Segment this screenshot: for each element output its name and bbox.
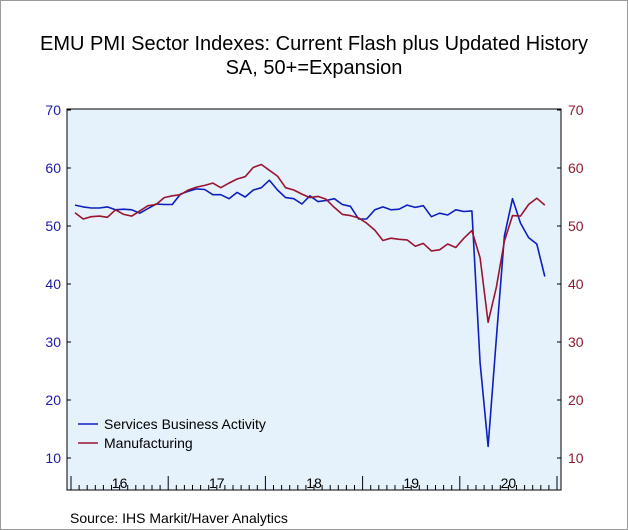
x-year-label: 16 [112,475,128,491]
legend-label-manufacturing: Manufacturing [104,435,193,451]
right-y-tick-label: 60 [568,160,584,176]
chart-subtitle: SA, 50+=Expansion [225,57,403,79]
left-y-tick-label: 20 [45,392,61,408]
x-year-label: 17 [209,475,225,491]
plot-area [66,108,562,491]
left-y-tick-label: 40 [45,276,61,292]
x-year-label: 18 [306,475,322,491]
left-y-tick-label: 60 [45,160,61,176]
left-y-tick-label: 50 [45,218,61,234]
right-y-tick-label: 30 [568,334,584,350]
right-y-tick-label: 20 [568,392,584,408]
x-year-label: 19 [403,475,419,491]
legend-label-services: Services Business Activity [104,416,266,432]
left-y-tick-label: 70 [45,102,61,118]
source-note: Source: IHS Markit/Haver Analytics [70,510,288,526]
right-y-tick-label: 40 [568,276,584,292]
manufacturing-line [74,163,546,324]
x-year-label: 20 [501,475,517,491]
right-y-tick-label: 10 [568,450,584,466]
right-y-tick-label: 70 [568,102,584,118]
chart-title: EMU PMI Sector Indexes: Current Flash pl… [40,33,588,55]
right-y-tick-label: 50 [568,218,584,234]
left-y-tick-label: 10 [45,450,61,466]
left-y-tick-label: 30 [45,334,61,350]
